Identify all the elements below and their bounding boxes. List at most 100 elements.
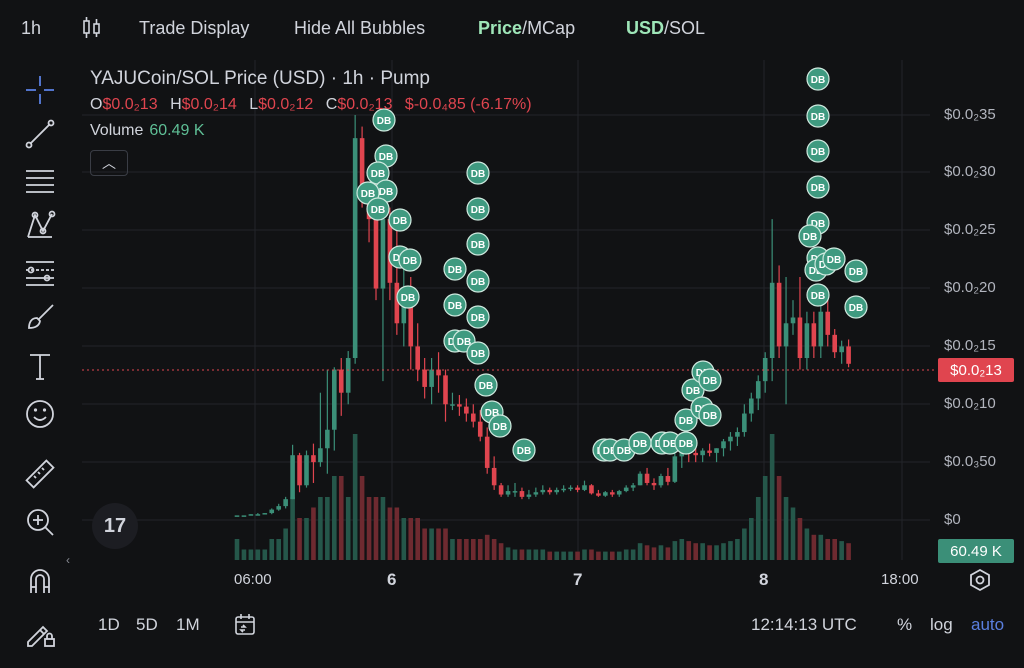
trade-bubble [466, 232, 490, 256]
trade-bubble-label: DB [811, 75, 825, 86]
candle-body [304, 455, 309, 486]
price-option[interactable]: Price [478, 18, 523, 38]
trade-bubble [474, 373, 498, 397]
volume-bar [290, 497, 295, 560]
candle-body [630, 485, 636, 488]
price-mcap-toggle[interactable]: Price/MCap [478, 18, 575, 39]
trade-bubble-label: DB [811, 291, 825, 302]
volume-bar [714, 545, 719, 560]
magnet-icon[interactable] [22, 564, 58, 600]
candle-body [394, 282, 400, 324]
trade-bubble-label: DB [379, 187, 393, 198]
volume-bar [839, 541, 844, 560]
candle-body [547, 489, 553, 493]
brush-icon[interactable] [22, 300, 58, 336]
trade-bubble [466, 197, 490, 221]
volume-bar [769, 434, 775, 560]
candle-body [783, 323, 789, 347]
trade-bubble [674, 408, 698, 432]
usd-option[interactable]: USD [626, 18, 665, 38]
crosshair-icon[interactable] [22, 72, 58, 108]
candle-body [373, 219, 379, 289]
candle-body [332, 369, 337, 430]
volume-bar [547, 551, 553, 560]
percent-toggle[interactable]: % [897, 615, 913, 634]
auto-toggle[interactable]: auto [971, 615, 1005, 634]
volume-bar [797, 518, 803, 560]
sol-option[interactable]: SOL [669, 18, 706, 38]
tradingview-logo[interactable]: 17 [92, 503, 138, 549]
candle-body [589, 485, 594, 494]
pattern-icon[interactable] [22, 208, 58, 244]
time-axis-label: 18:00 [881, 571, 919, 588]
volume-bar [637, 543, 643, 560]
trade-bubble-label: DB [703, 376, 717, 387]
trade-bubble-label: DB [377, 116, 391, 127]
candle-body [707, 450, 712, 453]
candlestick-icon[interactable] [82, 16, 102, 40]
volume-bar [436, 528, 441, 560]
trade-display-button[interactable]: Trade Display [139, 18, 250, 38]
trade-bubble-label: DB [471, 205, 485, 216]
volume-bar [325, 497, 330, 560]
low-key: L [249, 96, 259, 113]
candle-body [443, 375, 448, 405]
interval-selector[interactable]: 1h [21, 18, 42, 38]
candle-body [762, 358, 768, 382]
text-icon[interactable] [22, 348, 58, 384]
candle-body [804, 323, 810, 358]
ruler-icon[interactable] [22, 456, 58, 492]
volume-bar [693, 543, 698, 560]
volume-bar [304, 518, 309, 560]
trade-bubble-label: DB [803, 232, 817, 243]
volume-bar [742, 528, 747, 560]
currency-toggle[interactable]: USD/SOL [626, 18, 705, 39]
price-axis-label: $0.0₂25 [944, 221, 996, 238]
volume-bar [526, 549, 532, 560]
clock[interactable]: 12:14:13 UTC [751, 615, 857, 634]
trade-bubble-label: DB [371, 169, 385, 180]
volume-bar [623, 549, 629, 560]
candle-body [471, 413, 476, 422]
range-5d[interactable]: 5D [136, 615, 158, 634]
volume-bar [332, 476, 337, 560]
volume-bar [491, 539, 497, 560]
volume-bar [616, 551, 622, 560]
candle-body [603, 492, 608, 496]
volume-bar [540, 549, 546, 560]
volume-bar [707, 545, 712, 560]
range-1d[interactable]: 1D [98, 615, 120, 634]
volume-value: 60.49 K [149, 122, 205, 139]
horizontal-lines-icon[interactable] [22, 162, 58, 198]
open-key: O [90, 96, 103, 113]
candle-body [387, 219, 393, 283]
candle-body [846, 346, 851, 364]
volume-bar [825, 539, 831, 560]
mcap-option[interactable]: MCap [527, 18, 576, 38]
zoom-in-icon[interactable] [22, 504, 58, 540]
range-1m[interactable]: 1M [176, 615, 200, 634]
high-value: $0.0₂14 [181, 96, 237, 113]
toolbar-collapse-icon[interactable]: ‹ [66, 553, 70, 567]
trade-bubble-label: DB [679, 416, 693, 427]
legend-collapse-button[interactable]: ︿ [90, 150, 128, 176]
trade-bubble-label: DB [633, 439, 647, 450]
log-toggle[interactable]: log [930, 615, 953, 634]
hide-bubbles-button[interactable]: Hide All Bubbles [294, 18, 426, 38]
price-axis-label: $0.0₂30 [944, 163, 996, 180]
fib-icon[interactable] [22, 254, 58, 290]
volume-bar [380, 497, 386, 560]
date-range-icon[interactable] [232, 612, 258, 638]
emoji-icon[interactable] [22, 396, 58, 432]
volume-bar [783, 497, 789, 560]
volume-label: Volume [90, 122, 144, 139]
volume-bar [422, 528, 427, 560]
time-axis-label: 7 [573, 570, 583, 589]
lock-drawing-icon[interactable] [22, 614, 58, 650]
settings-icon[interactable] [968, 568, 992, 592]
trend-line-icon[interactable] [22, 116, 58, 152]
volume-bar [234, 539, 240, 560]
trade-bubble [806, 175, 830, 199]
volume-bar [311, 507, 316, 560]
